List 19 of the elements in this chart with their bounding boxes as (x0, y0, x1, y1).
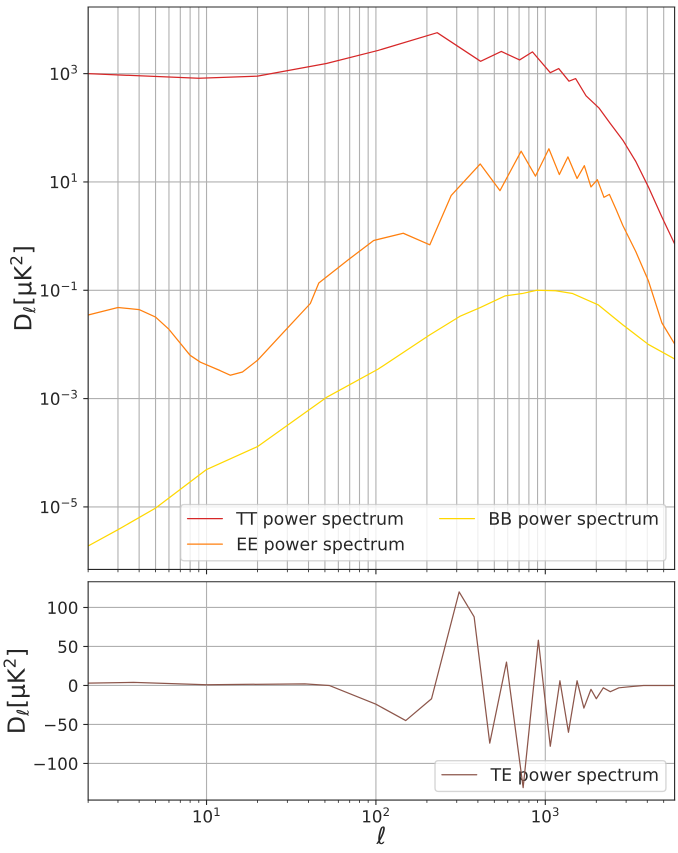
legend-label: EE power spectrum (238, 538, 404, 554)
legend-label: TT power spectrum (236, 512, 402, 528)
y-tick-label: 10$^{1}$ (50, 173, 77, 188)
y-axis-title: D$_{ℓ}$[μK$^{2}$] (3, 650, 30, 732)
y-tick-label: 10$^{3}$ (50, 64, 77, 80)
y-tick-label: 50 (58, 640, 78, 654)
y-tick-label: 100 (48, 601, 78, 614)
y-tick-label: 10$^{−3}$ (41, 390, 77, 406)
legend-label: BB power spectrum (490, 512, 658, 528)
y-tick-label: 10$^{−5}$ (41, 498, 77, 514)
y-tick-label: 0 (68, 679, 78, 692)
y-tick-label: 10$^{−1}$ (41, 282, 77, 297)
x-tick-label: 10$^{2}$ (363, 807, 389, 823)
y-tick-label: −100 (34, 757, 78, 770)
y-axis-title: D$_{ℓ}$[μK$^{2}$] (10, 247, 36, 330)
x-axis-title: ℓ (376, 826, 385, 844)
x-tick-label: 10$^{3}$ (532, 807, 558, 823)
x-tick-label: 10$^{1}$ (194, 808, 220, 823)
y-tick-label: −50 (45, 718, 78, 732)
